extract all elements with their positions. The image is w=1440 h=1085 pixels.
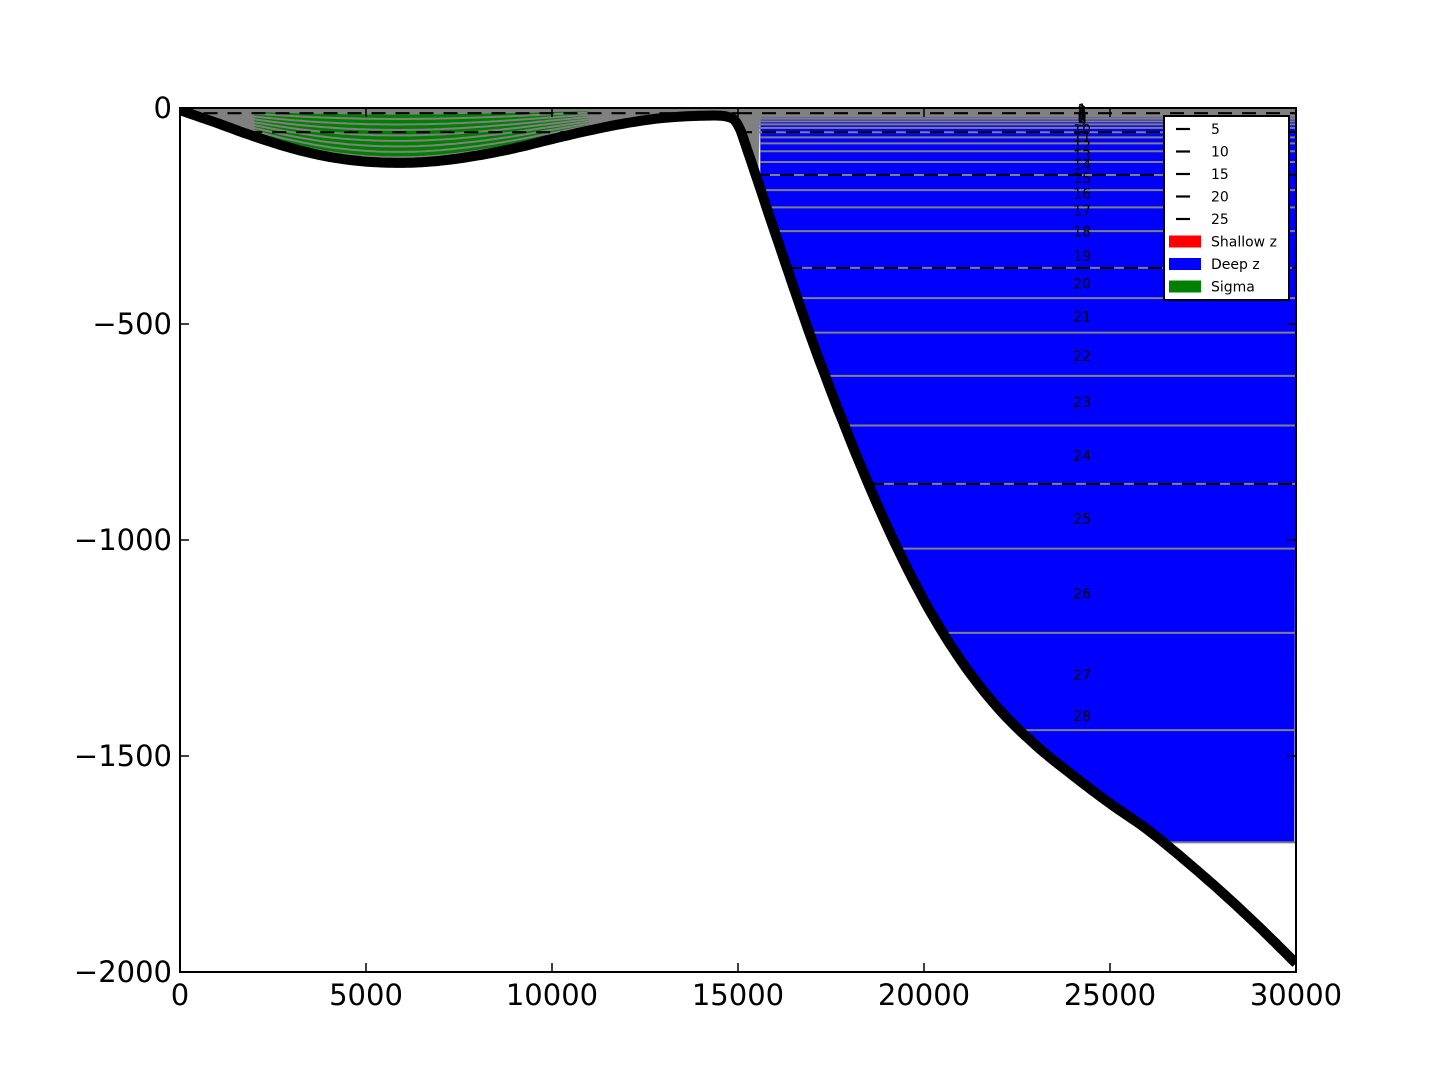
layer-label: 22: [1073, 349, 1091, 365]
layer-label: 25: [1073, 512, 1091, 528]
x-tick-label: 20000: [878, 978, 970, 1012]
layer-label: 4: [1078, 105, 1087, 121]
axes: 0 5000 10000 15000 20000 25000 30000 0 −500 −1000…: [74, 91, 1342, 1012]
y-tick-label: −1500: [74, 739, 172, 773]
legend-label: 5: [1211, 122, 1220, 138]
legend-patch-swatch: [1169, 280, 1201, 293]
layer-label: 9: [1078, 114, 1087, 130]
layer-label: 17: [1073, 204, 1091, 220]
layer-label: 26: [1073, 587, 1091, 603]
layer-label: 13: [1073, 149, 1091, 165]
layer-label: 24: [1073, 448, 1091, 464]
x-tick-label: 15000: [692, 978, 784, 1012]
layer-label: 16: [1073, 187, 1091, 203]
layer-label: 1: [1078, 102, 1087, 118]
bathymetry-line: [180, 108, 1296, 967]
x-tick-label: 10000: [506, 978, 598, 1012]
legend-patch-swatch: [1169, 258, 1201, 270]
layer-label: 21: [1073, 309, 1091, 325]
layer-label: 19: [1073, 249, 1091, 265]
legend-label: Shallow z: [1211, 235, 1277, 251]
legend-label: 20: [1211, 190, 1229, 206]
x-tick-label: 0: [171, 978, 189, 1012]
legend-label: 15: [1211, 167, 1229, 183]
layer-label: 7: [1078, 110, 1087, 126]
layer-label: 23: [1073, 395, 1091, 411]
legend-label: 10: [1211, 145, 1229, 161]
plot-area: [180, 108, 1296, 967]
layer-label: 2: [1078, 103, 1087, 119]
layer-label: 12: [1073, 138, 1091, 154]
layer-labels: 1234567891011121314151617181920212223242…: [1073, 102, 1091, 725]
layer-label: 10: [1073, 122, 1091, 138]
y-tick-label: −2000: [74, 955, 172, 989]
legend-label: Sigma: [1211, 280, 1255, 296]
legend-label: 25: [1211, 212, 1229, 228]
legend-label: Deep z: [1211, 257, 1260, 273]
layer-label: 15: [1073, 171, 1091, 187]
layer-label: 5: [1078, 106, 1087, 122]
layer-label: 20: [1073, 277, 1091, 293]
legend: 5 10 15 20 25 Shallow z Deep z Sigma: [1163, 115, 1290, 301]
y-tick-label: −500: [92, 307, 172, 341]
layer-label: 28: [1073, 709, 1091, 725]
y-tick-label: −1000: [74, 523, 172, 557]
dashed-interface-10-shelf: [180, 109, 739, 134]
layer-label: 6: [1078, 108, 1087, 124]
x-tick-label: 30000: [1250, 978, 1342, 1012]
x-tick-label: 25000: [1064, 978, 1156, 1012]
layer-label: 14: [1073, 158, 1091, 174]
x-tick-label: 5000: [329, 978, 403, 1012]
layer-label: 8: [1078, 112, 1087, 128]
layer-label: 18: [1073, 224, 1091, 240]
y-tick-label: 0: [154, 91, 172, 125]
layer-label: 11: [1073, 130, 1091, 146]
layer-label: 3: [1078, 104, 1087, 120]
dashed-interface-5-shelf: [180, 109, 738, 115]
layer-label: 27: [1073, 668, 1091, 684]
legend-patch-swatch: [1169, 235, 1201, 248]
